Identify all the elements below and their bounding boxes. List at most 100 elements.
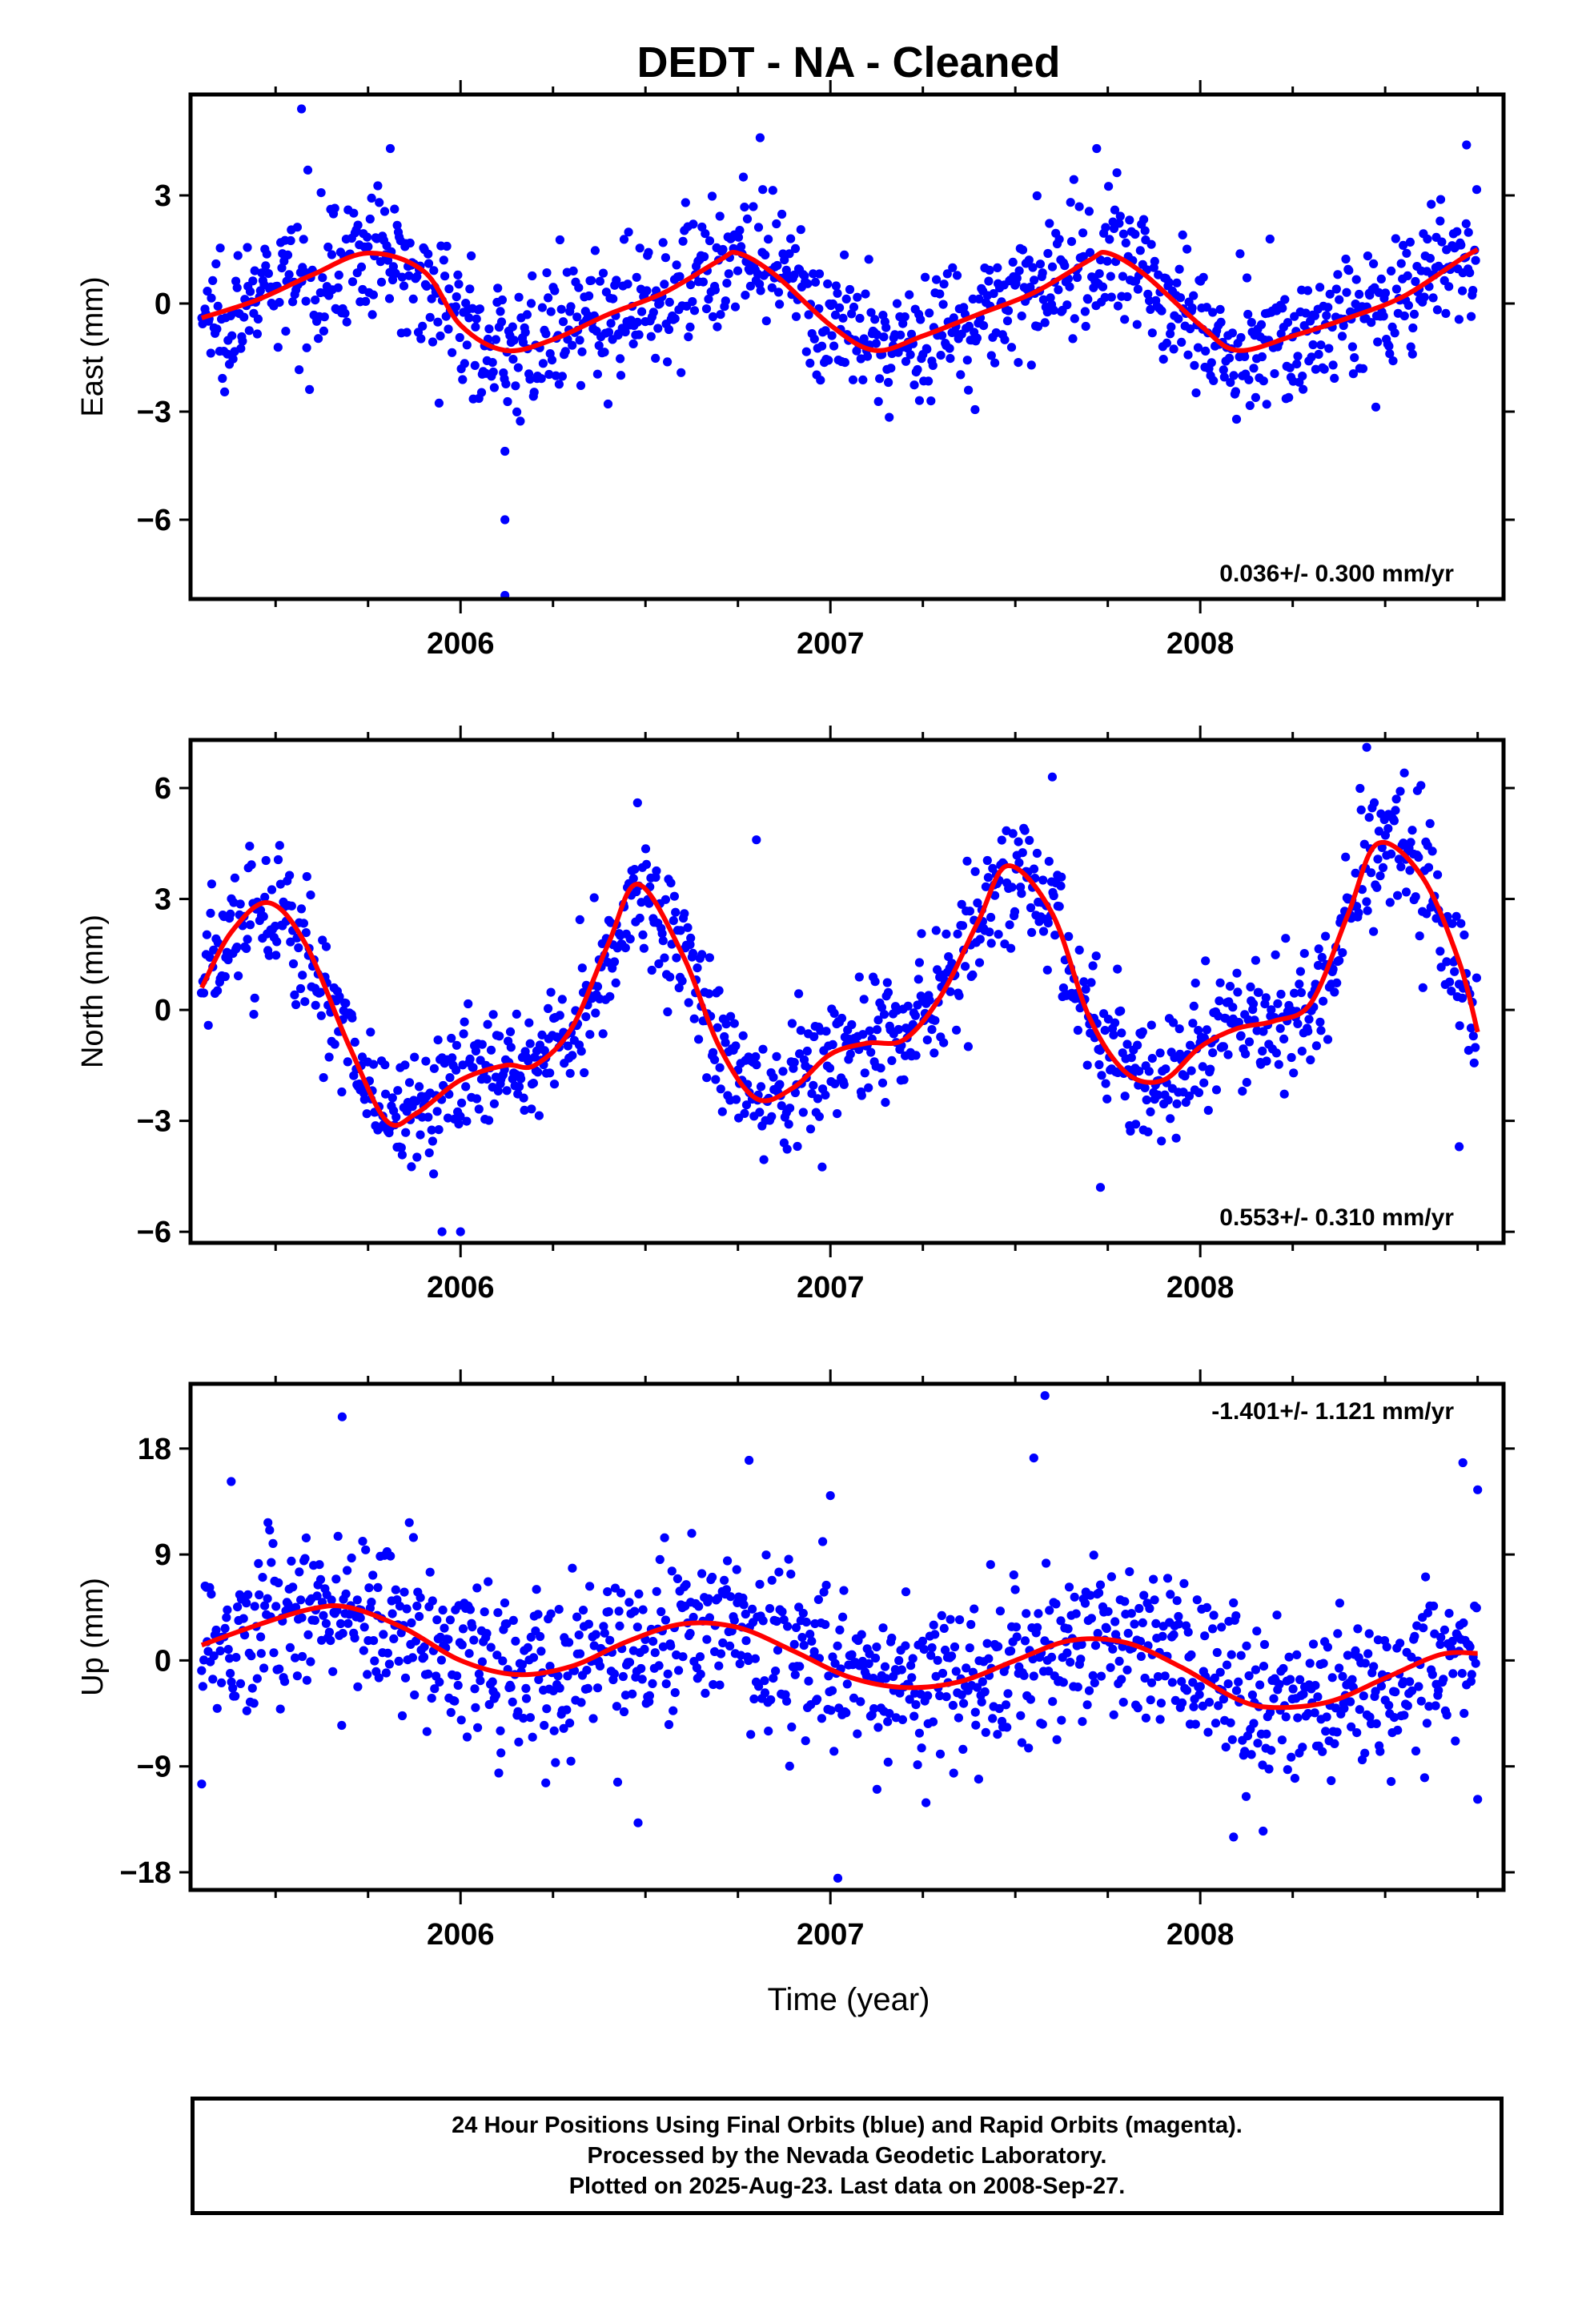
data-point (1130, 1619, 1139, 1629)
data-point (634, 330, 644, 340)
x-tick-label: 2007 (797, 627, 865, 661)
data-point (926, 1651, 936, 1660)
data-point (654, 1661, 664, 1671)
data-point (687, 1529, 697, 1538)
data-point (1395, 786, 1405, 796)
data-point (415, 1082, 424, 1092)
data-point (302, 872, 311, 882)
data-point (1425, 818, 1435, 828)
data-point (364, 1583, 374, 1593)
data-point (557, 372, 568, 381)
data-point (1389, 816, 1399, 826)
data-point (686, 280, 696, 290)
data-point (212, 1703, 222, 1713)
data-point (296, 904, 307, 914)
data-point (565, 1719, 575, 1728)
data-point (864, 1083, 873, 1092)
data-point (483, 1019, 492, 1029)
data-point (799, 1640, 809, 1651)
data-point (786, 234, 796, 243)
data-point (1416, 1696, 1426, 1706)
data-point (516, 1074, 526, 1084)
data-points (197, 104, 1482, 599)
data-point (1280, 295, 1290, 304)
data-point (291, 1602, 301, 1612)
data-point (260, 1601, 270, 1610)
data-point (464, 313, 474, 323)
data-point (635, 243, 644, 253)
data-point (549, 1726, 559, 1735)
data-point (702, 1073, 712, 1083)
data-point (407, 1618, 416, 1628)
data-point (1189, 1702, 1199, 1711)
data-point (341, 999, 351, 1008)
data-point (653, 324, 663, 333)
data-point (1374, 826, 1383, 836)
data-point (444, 1634, 453, 1644)
data-point (1048, 1697, 1058, 1707)
data-point (588, 1714, 598, 1723)
panel-frame (188, 1381, 1506, 1892)
data-point (1012, 273, 1022, 283)
data-point (1236, 332, 1246, 343)
data-point (1466, 1023, 1476, 1033)
data-point (1338, 1671, 1347, 1681)
data-point (1236, 1651, 1246, 1660)
data-point (1010, 1585, 1020, 1594)
data-point (705, 1613, 715, 1622)
data-point (1311, 1041, 1321, 1051)
data-point (564, 1638, 574, 1647)
data-point (243, 935, 252, 944)
data-point (1182, 1686, 1192, 1695)
data-point (1208, 1048, 1218, 1058)
data-point (986, 939, 996, 948)
data-point (1020, 826, 1030, 835)
data-point (1427, 199, 1436, 209)
data-point (271, 1602, 281, 1611)
data-point (605, 1635, 615, 1645)
data-point (1102, 1623, 1111, 1634)
data-point (865, 1026, 874, 1035)
data-point (1242, 1078, 1251, 1088)
data-point (1372, 883, 1382, 892)
x-tick-label: 2006 (427, 1271, 495, 1305)
data-point (954, 1713, 963, 1723)
data-point (405, 238, 415, 248)
data-point (243, 243, 252, 252)
data-point (893, 1024, 903, 1035)
data-point (1448, 1669, 1458, 1679)
data-point (1204, 1698, 1215, 1707)
data-point (252, 1674, 262, 1683)
data-point (936, 351, 946, 360)
data-point (1132, 320, 1142, 329)
data-point (838, 313, 848, 323)
data-point (1040, 318, 1050, 328)
data-point (453, 1680, 463, 1691)
data-point (764, 235, 773, 244)
data-point (784, 1120, 793, 1129)
data-point (1006, 943, 1016, 953)
data-point-outlier (437, 1227, 447, 1236)
data-point (255, 1590, 264, 1600)
data-point (1086, 1614, 1096, 1623)
data-point (1279, 1089, 1289, 1099)
data-point (1378, 862, 1388, 872)
data-point (1225, 982, 1235, 991)
data-point (716, 1649, 726, 1659)
data-point (1316, 1026, 1326, 1035)
data-point (1158, 355, 1168, 364)
data-point (1145, 1603, 1154, 1614)
data-point (1360, 1748, 1370, 1758)
data-point (628, 339, 638, 348)
data-point (1362, 897, 1371, 907)
data-point (974, 958, 985, 967)
data-point (1062, 1648, 1072, 1658)
data-point (1258, 1046, 1267, 1056)
data-point (440, 1623, 449, 1633)
data-point (674, 983, 684, 993)
data-point (986, 351, 996, 360)
data-point (825, 1063, 835, 1073)
data-point (1208, 1624, 1218, 1634)
data-point (970, 404, 980, 415)
